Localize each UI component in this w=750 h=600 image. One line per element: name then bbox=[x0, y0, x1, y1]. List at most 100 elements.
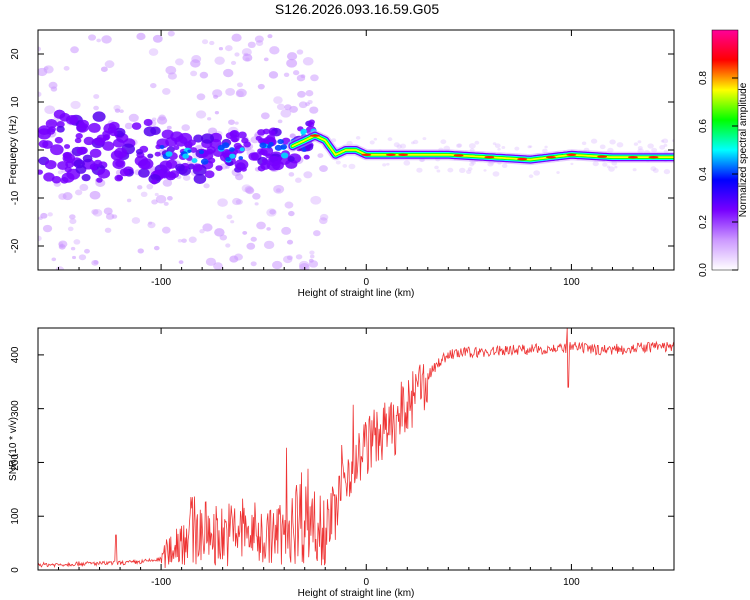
heatmap-cell bbox=[616, 142, 624, 148]
heatmap-cell bbox=[650, 166, 657, 172]
heatmap-cell bbox=[56, 125, 65, 133]
heatmap-cell bbox=[181, 124, 190, 132]
heatmap-cell bbox=[156, 116, 168, 125]
heatmap-cell bbox=[178, 260, 184, 265]
heatmap-cell bbox=[581, 141, 587, 146]
colorbar bbox=[711, 29, 739, 271]
heatmap-cell bbox=[161, 129, 174, 140]
heatmap-cell bbox=[217, 198, 228, 207]
heatmap-cell bbox=[310, 195, 322, 205]
heatmap-cell bbox=[457, 143, 463, 148]
heatmap-cell bbox=[276, 103, 285, 111]
heatmap-cell bbox=[202, 150, 214, 161]
heatmap-cell bbox=[63, 151, 72, 159]
heatmap-cell bbox=[501, 163, 508, 169]
heatmap-cell bbox=[226, 214, 233, 220]
heatmap-cell bbox=[214, 110, 220, 115]
heatmap-cell bbox=[148, 221, 153, 225]
heatmap-cell bbox=[147, 221, 156, 229]
heatmap-cell bbox=[104, 60, 115, 69]
heatmap-cell bbox=[319, 165, 328, 173]
heatmap-cell bbox=[286, 255, 293, 261]
heatmap-cell bbox=[373, 137, 378, 141]
heatmap-cell bbox=[235, 90, 244, 98]
heatmap-cell bbox=[247, 41, 256, 49]
heatmap-cell bbox=[592, 161, 599, 167]
heatmap-cell bbox=[65, 114, 79, 125]
heatmap-cell bbox=[61, 169, 66, 173]
heatmap-cell bbox=[307, 121, 315, 128]
heatmap-cell bbox=[119, 168, 130, 177]
heatmap-cell bbox=[103, 207, 113, 215]
heatmap-cell bbox=[72, 255, 77, 260]
heatmap-cell bbox=[225, 87, 236, 96]
snr-series-line bbox=[38, 328, 674, 569]
heatmap-cell bbox=[471, 160, 476, 165]
heatmap-cell bbox=[556, 171, 560, 174]
heatmap-cell bbox=[150, 126, 161, 136]
heatmap-cell bbox=[69, 214, 76, 220]
ridge-peak bbox=[398, 153, 409, 156]
heatmap-cell bbox=[309, 250, 315, 255]
heatmap-cell bbox=[47, 212, 53, 217]
heatmap-cell bbox=[303, 171, 313, 179]
heatmap-cell bbox=[57, 161, 69, 170]
heatmap-cell bbox=[632, 168, 637, 172]
heatmap-cell bbox=[436, 169, 441, 173]
heatmap-cell bbox=[234, 52, 240, 57]
heatmap-cell bbox=[652, 168, 659, 173]
heatmap-cell bbox=[143, 118, 153, 127]
heatmap-cell bbox=[217, 144, 225, 151]
heatmap-cell bbox=[614, 165, 618, 169]
heatmap-cell bbox=[501, 145, 506, 149]
heatmap-cell bbox=[213, 262, 223, 270]
heatmap-cell bbox=[273, 96, 283, 104]
heatmap-cell bbox=[308, 258, 314, 263]
top-y-tick-label: 0 bbox=[10, 147, 21, 153]
heatmap-cell bbox=[230, 60, 237, 66]
heatmap-cell bbox=[207, 117, 212, 121]
heatmap-cell bbox=[155, 195, 167, 204]
ridge-peak bbox=[545, 156, 556, 159]
ridge-peak bbox=[361, 153, 372, 156]
heatmap-cell bbox=[663, 143, 668, 147]
heatmap-cell bbox=[154, 151, 161, 157]
heatmap-cell bbox=[114, 147, 128, 159]
bottom-plot-frame bbox=[37, 327, 675, 571]
heatmap-cell bbox=[265, 153, 272, 159]
heatmap-cell bbox=[131, 122, 142, 130]
heatmap-cell bbox=[492, 142, 497, 146]
heatmap-cell bbox=[70, 46, 79, 54]
heatmap-cell bbox=[137, 248, 144, 254]
heatmap-cell bbox=[92, 111, 106, 122]
heatmap-cell bbox=[93, 105, 99, 111]
heatmap-cell bbox=[396, 144, 403, 149]
heatmap-cell bbox=[285, 159, 298, 169]
heatmap-cell bbox=[492, 171, 500, 177]
heatmap-cell bbox=[257, 148, 264, 154]
bottom-x-tick-label: 0 bbox=[363, 577, 369, 588]
heatmap-cell bbox=[56, 120, 65, 128]
heatmap-cell bbox=[277, 138, 284, 145]
heatmap-cell bbox=[272, 260, 283, 270]
heatmap-cell bbox=[660, 139, 665, 143]
heatmap-cell bbox=[288, 172, 295, 177]
heatmap-cell bbox=[606, 165, 611, 169]
heatmap-cell bbox=[467, 167, 473, 171]
spectral-ridge bbox=[291, 134, 674, 161]
heatmap-cell bbox=[228, 119, 235, 125]
heatmap-cell bbox=[45, 119, 58, 129]
heatmap-cell bbox=[78, 254, 87, 261]
heatmap-cell bbox=[96, 177, 103, 183]
heatmap-cell bbox=[422, 137, 427, 141]
heatmap-cell bbox=[542, 148, 548, 154]
heatmap-cell bbox=[198, 149, 205, 155]
heatmap-cell bbox=[167, 30, 175, 37]
heatmap-cell bbox=[286, 52, 298, 61]
top-x-axis-label: Height of straight line (km) bbox=[298, 288, 415, 299]
heatmap-cell bbox=[101, 35, 112, 44]
heatmap-cell bbox=[335, 160, 341, 165]
heatmap-cell bbox=[602, 162, 608, 167]
heatmap-cell bbox=[269, 46, 280, 55]
